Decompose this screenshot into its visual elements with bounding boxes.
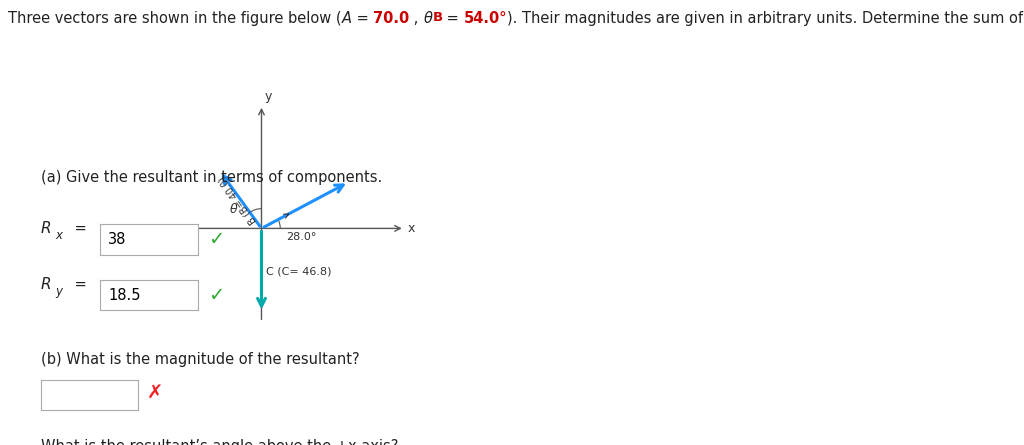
Text: R: R xyxy=(41,277,51,292)
Text: B: B xyxy=(432,11,442,24)
Text: ✓: ✓ xyxy=(208,230,224,249)
Text: A: A xyxy=(342,11,352,26)
Text: 38: 38 xyxy=(109,232,127,247)
Text: x: x xyxy=(55,229,62,242)
Text: B (B= 40.0): B (B= 40.0) xyxy=(217,174,258,226)
Text: ✗: ✗ xyxy=(146,384,163,403)
Text: What is the resultant’s angle above the +x axis?: What is the resultant’s angle above the … xyxy=(41,439,398,445)
Text: ). Their magnitudes are given in arbitrary units. Determine the sum of the three: ). Their magnitudes are given in arbitra… xyxy=(507,11,1024,26)
Text: x: x xyxy=(408,222,415,235)
Text: =: = xyxy=(70,221,91,236)
Text: C (C= 46.8): C (C= 46.8) xyxy=(266,267,332,277)
Text: y: y xyxy=(264,90,271,103)
Text: 18.5: 18.5 xyxy=(109,287,140,303)
Text: ✓: ✓ xyxy=(208,286,224,305)
Text: 70.0: 70.0 xyxy=(373,11,410,26)
Text: y: y xyxy=(55,285,62,298)
Text: =: = xyxy=(352,11,373,26)
Text: =: = xyxy=(70,277,91,292)
Text: θ: θ xyxy=(229,202,238,216)
Text: 28.0°: 28.0° xyxy=(286,232,316,242)
Text: R: R xyxy=(41,221,51,236)
Text: (b) What is the magnitude of the resultant?: (b) What is the magnitude of the resulta… xyxy=(41,352,359,368)
Text: (a) Give the resultant in terms of components.: (a) Give the resultant in terms of compo… xyxy=(41,170,382,185)
Text: =: = xyxy=(442,11,464,26)
Text: 54.0°: 54.0° xyxy=(464,11,507,26)
Text: Three vectors are shown in the figure below (: Three vectors are shown in the figure be… xyxy=(8,11,342,26)
Text: θ: θ xyxy=(423,11,432,26)
Text: ,: , xyxy=(410,11,423,26)
